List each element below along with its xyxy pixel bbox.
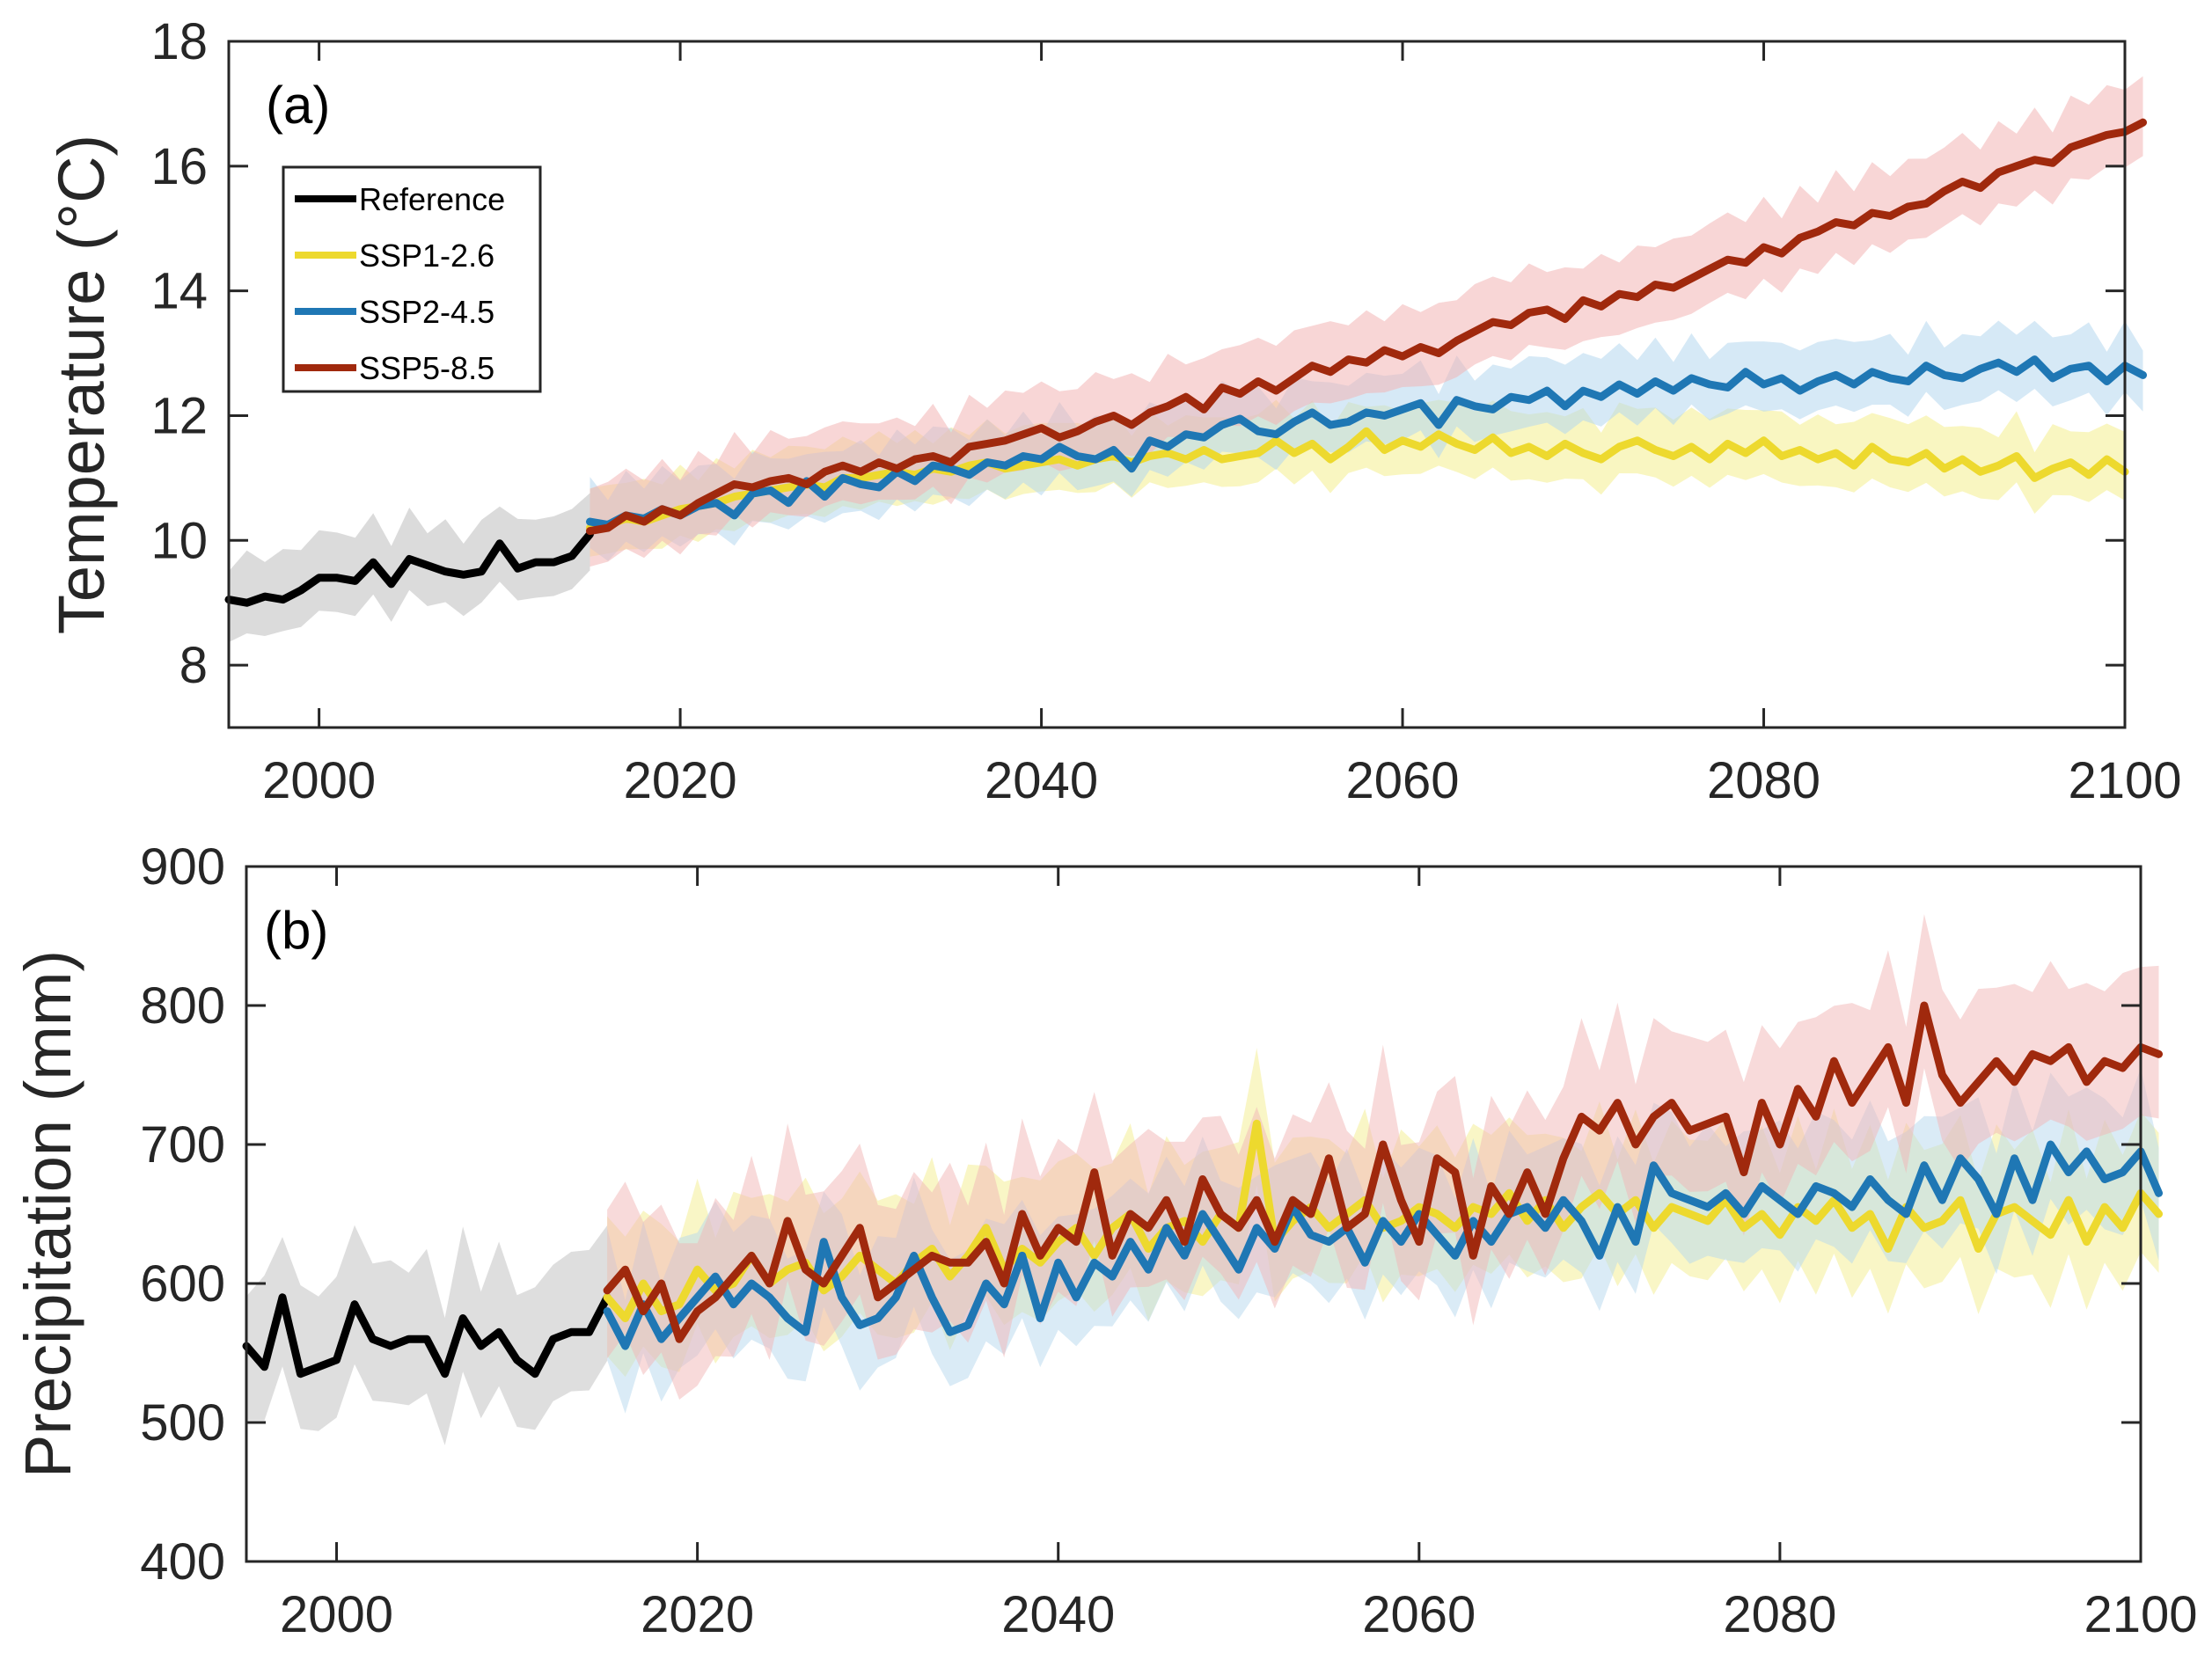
x-tick-label: 2040 bbox=[1001, 1586, 1115, 1643]
legend-label-ssp5-8-5: SSP5-8.5 bbox=[359, 350, 494, 386]
panel-a-y-axis-title: Temperature (°C) bbox=[45, 135, 118, 634]
x-tick-label: 2060 bbox=[1362, 1586, 1476, 1643]
panel-b-ticks: 2000 2020 2040 2060 2080 2100 400 500 600 700 800 9… bbox=[140, 838, 2197, 1643]
series-line-ssp2-4-5 bbox=[586, 355, 2147, 529]
y-tick-label: 500 bbox=[140, 1394, 225, 1452]
y-tick-label: 16 bbox=[150, 138, 208, 195]
x-tick-label: 2080 bbox=[1723, 1586, 1836, 1643]
x-tick-label: 2080 bbox=[1707, 752, 1820, 809]
legend: Reference SSP1-2.6 SSP2-4.5 SSP5-8.5 bbox=[282, 165, 542, 393]
panel-a-ticks: 2000 2020 2040 2060 2080 2100 8 10 12 14 16 18 bbox=[150, 13, 2181, 809]
panel-b-precipitation: 2000 2020 2040 2060 2080 2100 400 500 600 700 800 9… bbox=[11, 838, 2198, 1643]
series-line-reference bbox=[224, 530, 594, 607]
legend-label-ssp2-4-5: SSP2-4.5 bbox=[359, 294, 494, 330]
y-tick-label: 400 bbox=[140, 1533, 225, 1591]
x-tick-label: 2060 bbox=[1346, 752, 1460, 809]
y-tick-label: 800 bbox=[140, 977, 225, 1035]
x-tick-label: 2100 bbox=[2084, 1586, 2197, 1643]
y-tick-label: 14 bbox=[150, 263, 208, 320]
panel-b-series-lines bbox=[242, 1001, 2163, 1378]
x-tick-label: 2020 bbox=[641, 1586, 754, 1643]
panel-a-label: (a) bbox=[266, 76, 330, 135]
y-tick-label: 10 bbox=[150, 512, 208, 569]
y-tick-label: 12 bbox=[150, 387, 208, 444]
series-line-ssp5-8-5 bbox=[603, 1001, 2163, 1343]
y-tick-label: 700 bbox=[140, 1116, 225, 1174]
x-tick-label: 2020 bbox=[624, 752, 737, 809]
x-tick-label: 2000 bbox=[280, 1586, 393, 1643]
legend-box bbox=[282, 165, 542, 393]
series-line-ssp5-8-5 bbox=[586, 118, 2147, 536]
x-tick-label: 2000 bbox=[262, 752, 376, 809]
panel-b-frame bbox=[245, 865, 2142, 1563]
y-tick-label: 8 bbox=[179, 637, 208, 694]
y-tick-label: 18 bbox=[150, 13, 208, 70]
panel-a-series-lines bbox=[224, 118, 2147, 607]
panel-a-frame bbox=[227, 40, 2127, 729]
panel-b-y-axis-title: Precipitation (mm) bbox=[11, 950, 84, 1478]
series-line-ssp2-4-5 bbox=[603, 1140, 2163, 1350]
x-tick-label: 2100 bbox=[2068, 752, 2181, 809]
y-tick-label: 600 bbox=[140, 1255, 225, 1313]
legend-label-ssp1-2-6: SSP1-2.6 bbox=[359, 238, 494, 274]
x-tick-label: 2040 bbox=[985, 752, 1098, 809]
band-reference bbox=[229, 493, 590, 642]
series-line-reference bbox=[242, 1293, 612, 1378]
legend-label-reference: Reference bbox=[359, 181, 505, 217]
panel-b-label: (b) bbox=[264, 901, 328, 960]
y-tick-label: 900 bbox=[140, 838, 225, 896]
